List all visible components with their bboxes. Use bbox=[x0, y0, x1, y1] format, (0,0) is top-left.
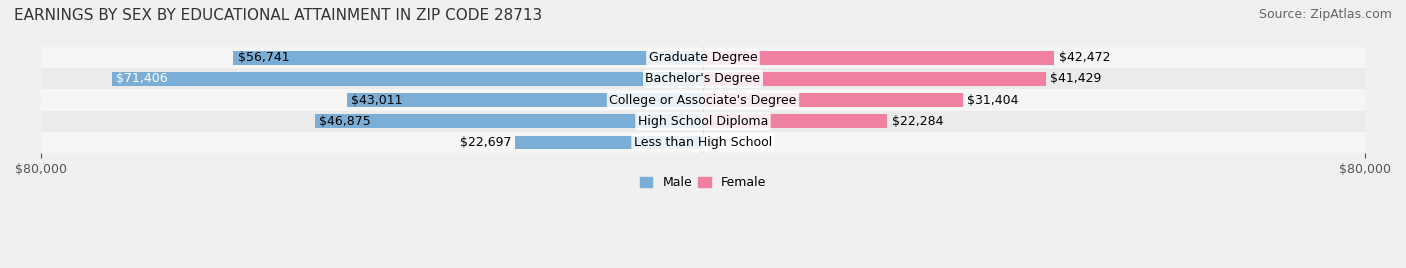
Bar bbox=[41, 90, 1365, 111]
Text: $42,472: $42,472 bbox=[1059, 51, 1111, 64]
Bar bbox=[703, 114, 887, 128]
Text: High School Diploma: High School Diploma bbox=[638, 115, 768, 128]
Text: College or Associate's Degree: College or Associate's Degree bbox=[609, 94, 797, 107]
Bar bbox=[703, 72, 1046, 86]
Bar bbox=[703, 93, 963, 107]
Text: Graduate Degree: Graduate Degree bbox=[648, 51, 758, 64]
Text: Less than High School: Less than High School bbox=[634, 136, 772, 149]
Bar bbox=[233, 51, 703, 65]
Bar bbox=[41, 47, 1365, 68]
Text: $31,404: $31,404 bbox=[967, 94, 1018, 107]
Bar bbox=[41, 132, 1365, 153]
Bar bbox=[112, 72, 703, 86]
Text: $22,697: $22,697 bbox=[460, 136, 510, 149]
Text: Bachelor's Degree: Bachelor's Degree bbox=[645, 72, 761, 85]
Bar bbox=[315, 114, 703, 128]
Text: $43,011: $43,011 bbox=[352, 94, 402, 107]
Bar bbox=[515, 136, 703, 149]
Text: $0: $0 bbox=[707, 136, 723, 149]
Bar bbox=[41, 111, 1365, 132]
Bar bbox=[703, 51, 1054, 65]
Text: $46,875: $46,875 bbox=[319, 115, 371, 128]
Legend: Male, Female: Male, Female bbox=[636, 171, 770, 194]
Text: Source: ZipAtlas.com: Source: ZipAtlas.com bbox=[1258, 8, 1392, 21]
Text: $56,741: $56,741 bbox=[238, 51, 290, 64]
Text: $71,406: $71,406 bbox=[117, 72, 167, 85]
Text: $41,429: $41,429 bbox=[1050, 72, 1101, 85]
Text: $22,284: $22,284 bbox=[891, 115, 943, 128]
Bar bbox=[347, 93, 703, 107]
Text: EARNINGS BY SEX BY EDUCATIONAL ATTAINMENT IN ZIP CODE 28713: EARNINGS BY SEX BY EDUCATIONAL ATTAINMEN… bbox=[14, 8, 543, 23]
Bar bbox=[41, 68, 1365, 90]
